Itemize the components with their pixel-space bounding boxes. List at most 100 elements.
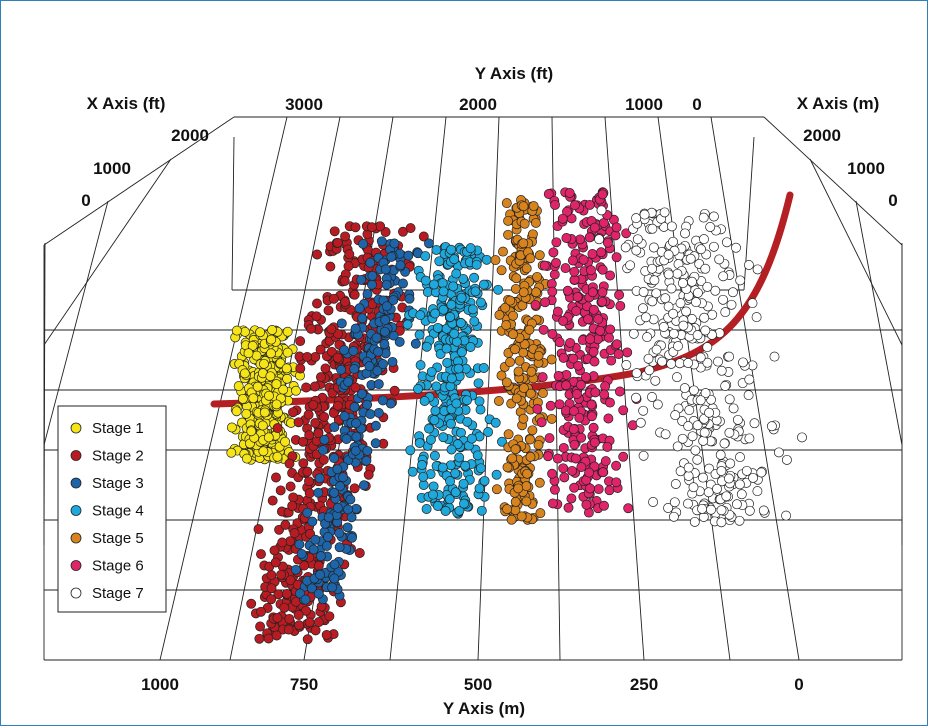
data-point [231,325,242,336]
data-point [332,502,343,513]
legend-item: Stage 6 [70,558,144,575]
data-point [545,400,556,411]
data-point [675,466,686,477]
data-point [357,388,367,399]
data-point [773,447,784,458]
data-point [518,383,529,394]
legend-swatch [70,532,82,544]
data-point [255,621,266,632]
data-point [429,415,440,426]
data-point [727,287,738,298]
data-point [724,473,734,484]
data-point [559,472,570,483]
data-point [501,377,512,388]
data-point [548,247,559,258]
data-point [329,453,340,464]
data-point [527,425,538,436]
data-point [565,337,576,348]
data-point [438,432,449,443]
grid-line [231,136,235,291]
data-point [586,399,597,410]
data-point [639,209,650,220]
data-point [349,483,360,494]
data-point [367,279,377,290]
data-point [659,207,670,218]
data-point [540,297,551,308]
legend-label: Stage 1 [92,420,144,437]
data-point [266,570,277,581]
data-point [493,284,504,295]
data-point [560,263,571,274]
data-point [702,281,713,292]
x-m-tick-2000: 2000 [803,126,841,145]
data-point [329,573,340,584]
data-point [381,301,392,312]
data-point [590,387,601,398]
data-point [674,358,685,369]
data-point [614,289,625,300]
data-point [304,476,314,487]
data-point [716,505,727,516]
data-point [501,320,512,331]
data-point [329,487,340,498]
data-point [493,396,504,406]
data-point [476,505,487,516]
data-point [638,405,649,416]
data-point [349,364,360,374]
data-point [271,399,282,410]
y-m-tick-250: 250 [630,675,658,694]
data-point [502,504,513,515]
data-point [687,431,698,442]
data-point [660,293,671,304]
data-point [594,234,605,245]
data-point [349,289,360,300]
data-point [302,466,313,477]
data-point [752,264,763,275]
data-point [741,465,752,476]
data-point [388,295,399,306]
data-point [281,363,292,374]
data-point [721,491,732,502]
data-point [508,310,519,321]
data-point [558,442,569,453]
data-point [600,381,611,392]
data-point [299,560,310,571]
data-point [332,464,343,475]
data-point [589,437,600,448]
data-point [309,381,320,392]
data-point [417,460,427,470]
data-point [432,322,443,333]
data-point [231,406,242,417]
data-point [258,446,269,457]
data-point [340,231,351,242]
data-point [743,390,754,401]
data-point [259,358,269,369]
data-point [605,270,616,281]
data-point [584,232,595,243]
legend-item: Stage 7 [70,585,144,602]
data-point [226,422,237,433]
data-point [640,312,651,323]
data-point [672,441,683,452]
data-point [298,436,308,447]
data-point [438,304,449,315]
data-point [597,296,608,307]
data-point [516,511,527,522]
data-point [475,404,486,415]
data-point [683,421,694,432]
data-point [518,413,529,424]
data-point [497,436,507,447]
data-point [332,237,343,248]
data-point [589,356,600,367]
data-point [538,388,548,399]
data-point [518,287,529,298]
data-point [241,408,252,419]
data-point [479,475,490,486]
data-point [631,213,642,224]
data-point [446,418,456,429]
data-point [557,213,568,224]
data-point [666,221,677,232]
data-point [602,237,613,248]
data-point [652,399,663,410]
data-point [732,414,743,425]
